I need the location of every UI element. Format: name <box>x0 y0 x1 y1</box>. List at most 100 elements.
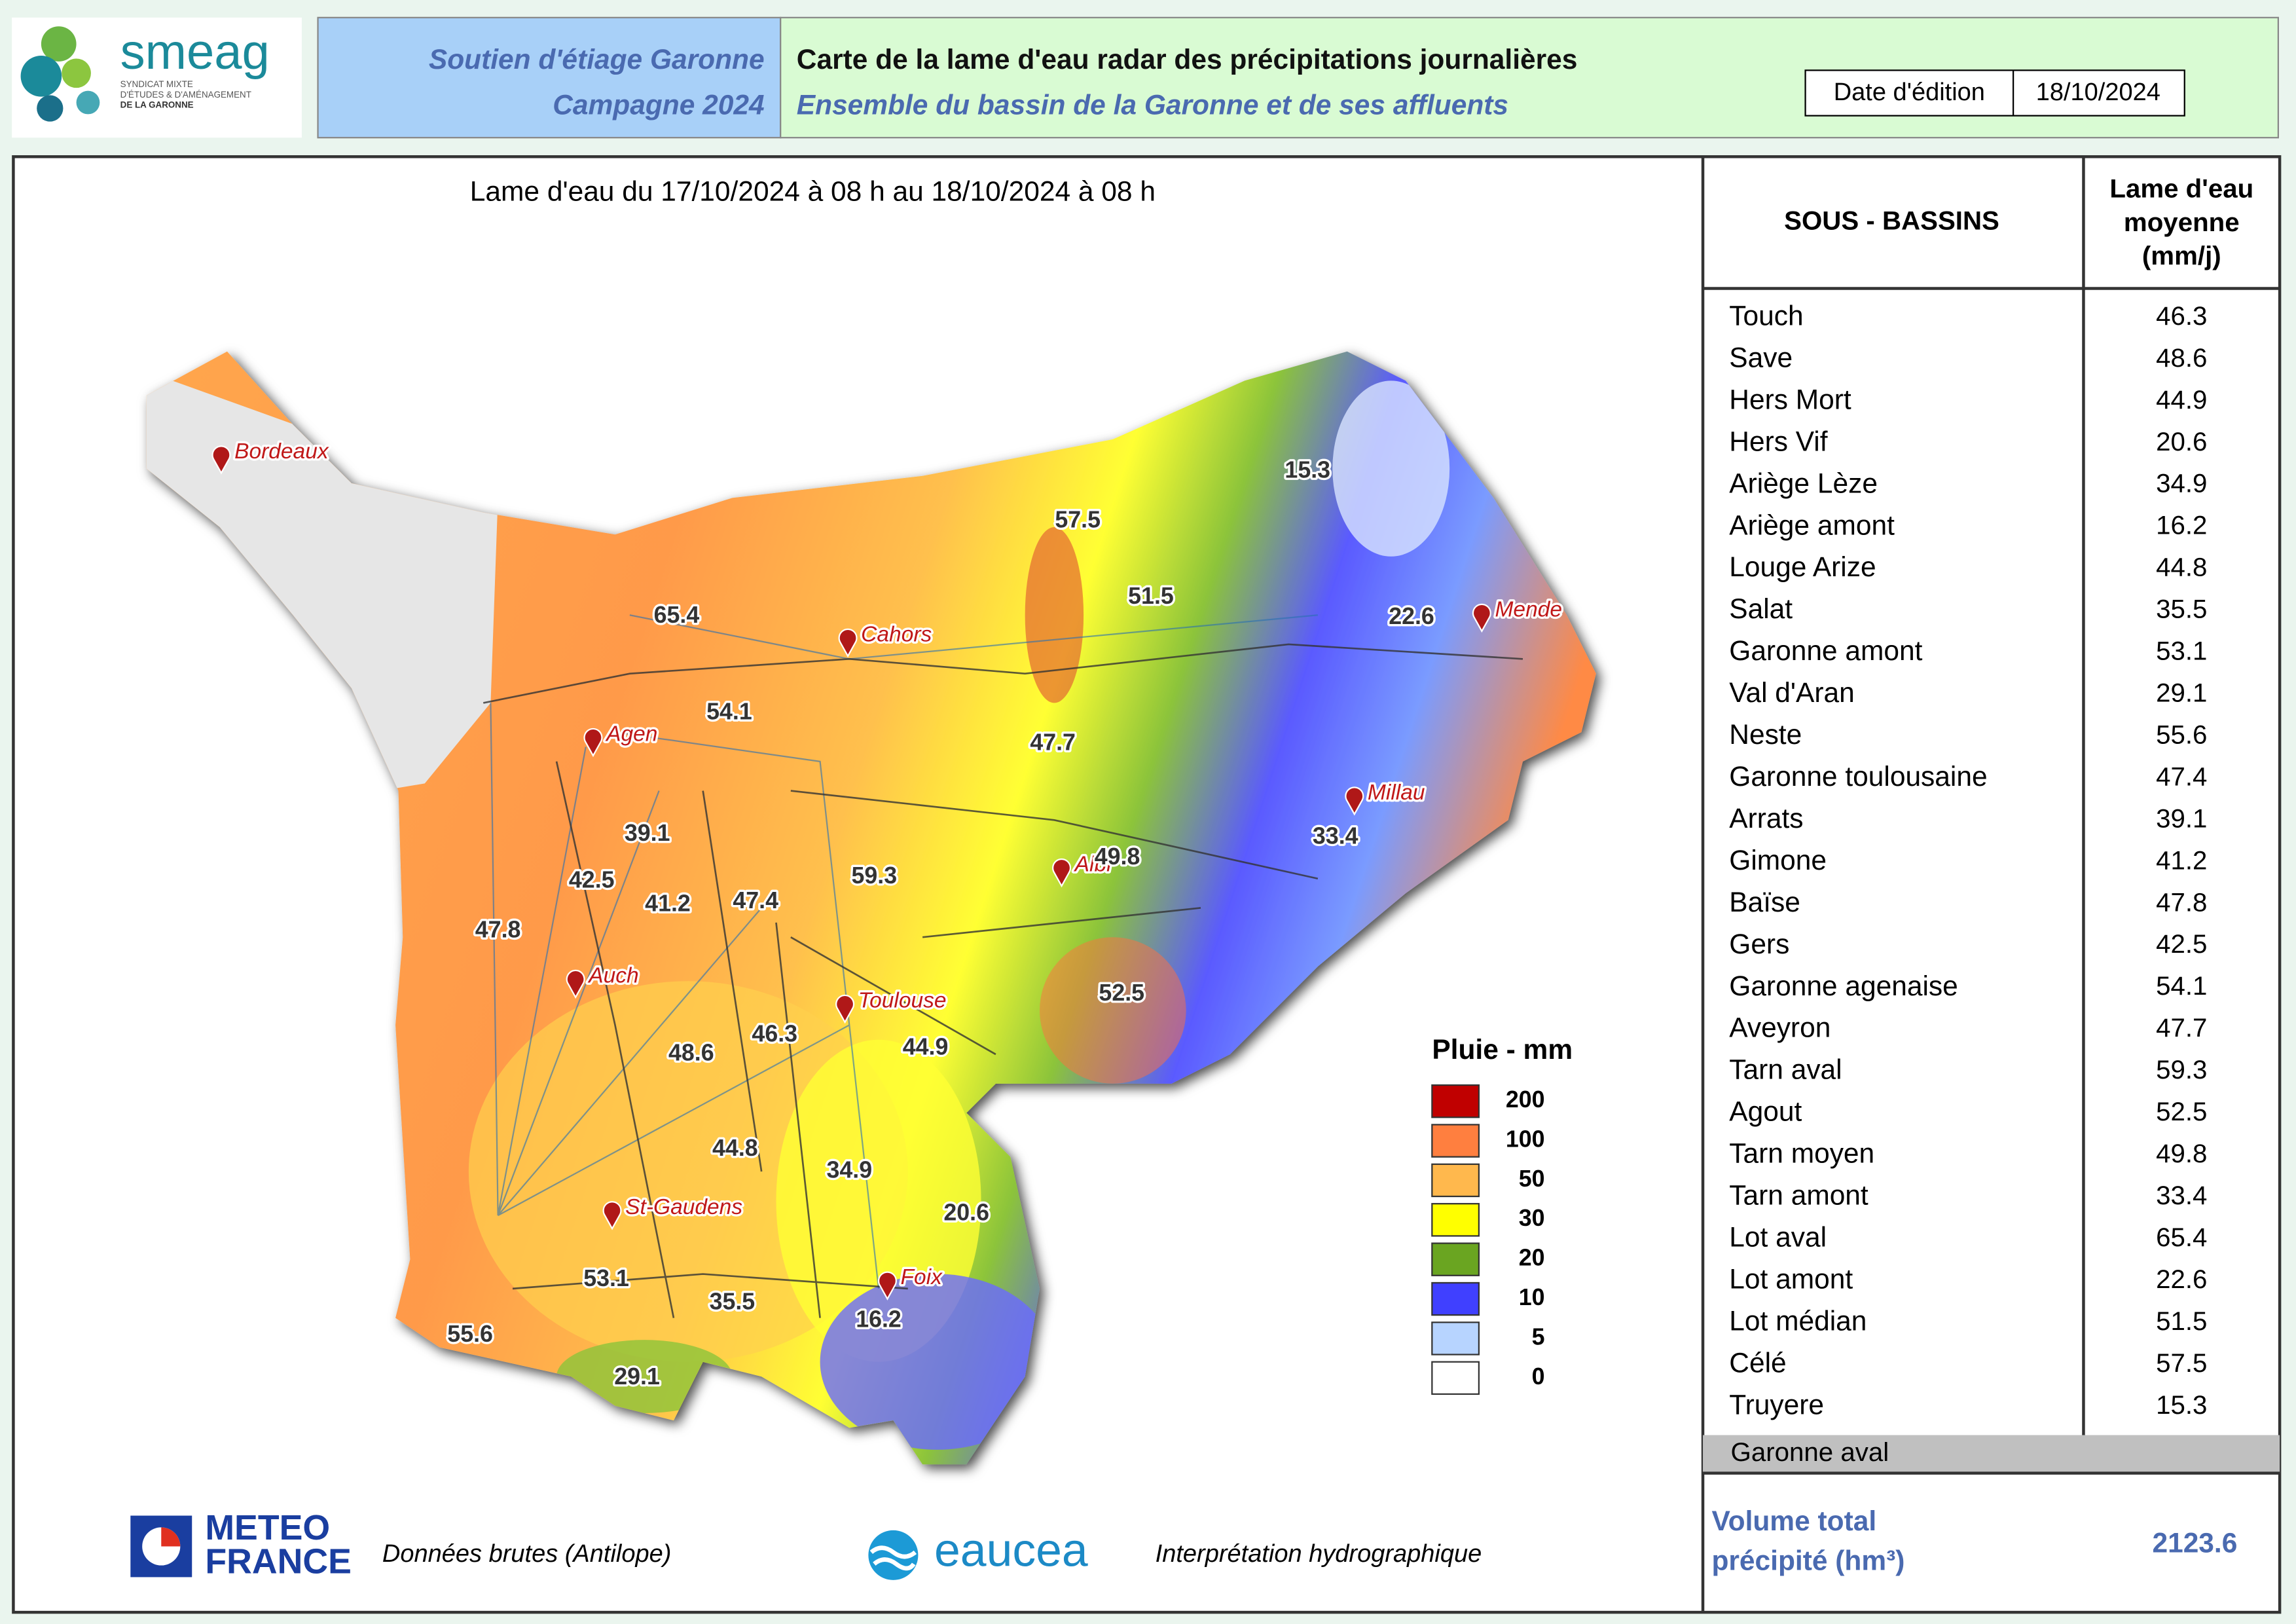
row-value: 51.5 <box>2156 1306 2207 1336</box>
map-values: 15.3 57.5 51.5 65.4 22.6 54.1 47.7 39.1 49.8 33.4… <box>445 454 1436 1392</box>
legend-label: 0 <box>1532 1363 1545 1390</box>
program-text: Campagne 2024 <box>553 90 764 120</box>
city-name: Foix <box>901 1265 943 1289</box>
row-name: Neste <box>1729 720 1802 750</box>
row-value: 15.3 <box>2156 1390 2207 1420</box>
meteo-caption: Données brutes (Antilope) <box>382 1540 671 1568</box>
map-value: 54.1 <box>706 699 752 725</box>
date-box <box>1804 69 2185 117</box>
header-title: Carte de la lame d'eau radar des précipi… <box>797 45 1578 75</box>
map-value: 55.6 <box>447 1321 493 1347</box>
row-value: 53.1 <box>2156 637 2207 666</box>
total-value: 2123.6 <box>2152 1528 2237 1559</box>
row-value: 65.4 <box>2156 1223 2207 1252</box>
row-name: Agout <box>1729 1097 1802 1128</box>
table-header: (mm/j) <box>2142 241 2221 270</box>
row-name: Tarn amont <box>1729 1181 1868 1211</box>
city-pin <box>877 1271 897 1301</box>
row-name: Lot amont <box>1729 1264 1853 1295</box>
row-name: Louge Arize <box>1729 552 1876 583</box>
row-value: 16.2 <box>2156 511 2207 540</box>
map-value: 15.3 <box>1285 457 1330 483</box>
map-value: 44.9 <box>903 1034 949 1060</box>
city-name: Agen <box>605 722 657 746</box>
row-value: 42.5 <box>2156 929 2207 959</box>
row-value: 48.6 <box>2156 343 2207 373</box>
map-value: 42.5 <box>569 867 615 893</box>
city-name: Toulouse <box>858 988 947 1012</box>
legend-label: 30 <box>1519 1205 1545 1231</box>
date-value: 18/10/2024 <box>2036 79 2160 106</box>
map-value: 16.2 <box>856 1306 902 1333</box>
city-name: Albi <box>1074 852 1112 876</box>
row-name: Aveyron <box>1729 1013 1831 1044</box>
map-value: 20.6 <box>943 1199 989 1225</box>
program-box <box>317 16 782 139</box>
map-value: 51.5 <box>1128 583 1174 609</box>
cities: Bordeaux Cahors Mende Agen Millau Albi Auch Tou… <box>211 437 1564 1301</box>
row-name: Garonne toulousaine <box>1729 762 1987 792</box>
row-name: Lot aval <box>1729 1223 1827 1253</box>
map-value: 52.5 <box>1099 980 1144 1006</box>
map-value: 22.6 <box>1389 603 1434 629</box>
map-value: 47.7 <box>1030 729 1076 755</box>
map-value: 53.1 <box>583 1265 629 1291</box>
city-pin <box>1052 858 1072 888</box>
legend-label: 200 <box>1506 1086 1545 1113</box>
row-value: 44.8 <box>2156 553 2207 582</box>
legend-swatch <box>1431 1242 1480 1276</box>
city-pin <box>566 969 585 999</box>
table-header: Lame d'eau <box>2109 174 2253 203</box>
map-value: 49.8 <box>1095 843 1140 870</box>
city-pin <box>602 1201 622 1230</box>
row-value: 34.9 <box>2156 469 2207 498</box>
row-name: Garonne amont <box>1729 636 1922 667</box>
row-value: 47.4 <box>2156 762 2207 791</box>
logo-line: D'ÉTUDES & D'AMÉNAGEMENT <box>120 90 251 100</box>
row-value: 22.6 <box>2156 1264 2207 1294</box>
map-value: 65.4 <box>654 602 700 628</box>
row-value: 54.1 <box>2156 971 2207 1001</box>
row-name: Ariège Lèze <box>1729 468 1878 499</box>
row-value: 46.3 <box>2156 301 2207 331</box>
map-value: 44.8 <box>712 1135 758 1161</box>
city-name: Millau <box>1368 781 1425 805</box>
legend-label: 50 <box>1519 1166 1545 1192</box>
table-header: moyenne <box>2124 208 2240 237</box>
city-pin <box>838 628 858 658</box>
logo-mark <box>20 26 100 122</box>
row-name: Hers Vif <box>1729 426 1827 457</box>
map-value: 35.5 <box>710 1289 756 1315</box>
shaded-row-label: Garonne aval <box>1731 1437 1889 1467</box>
legend-label: 5 <box>1532 1323 1545 1350</box>
legend-swatch <box>1431 1203 1480 1237</box>
table-header: SOUS - BASSINS <box>1784 206 1999 236</box>
row-name: Save <box>1729 342 1793 373</box>
program-text: Soutien d'étiage Garonne <box>429 45 765 75</box>
row-name: Tarn moyen <box>1729 1139 1874 1170</box>
map-value: 41.2 <box>645 890 691 916</box>
row-name: Célé <box>1729 1348 1786 1378</box>
map-value: 34.9 <box>826 1156 872 1183</box>
row-name: Touch <box>1729 301 1803 331</box>
row-name: Tarn aval <box>1729 1055 1842 1086</box>
row-value: 39.1 <box>2156 803 2207 833</box>
map-value: 39.1 <box>625 820 670 846</box>
row-value: 33.4 <box>2156 1181 2207 1210</box>
city-name: Cahors <box>861 622 932 646</box>
row-value: 47.7 <box>2156 1013 2207 1043</box>
row-value: 47.8 <box>2156 887 2207 917</box>
row-value: 41.2 <box>2156 845 2207 875</box>
map-value: 47.8 <box>475 917 521 943</box>
city-name: Mende <box>1495 597 1562 621</box>
shaded-row <box>1703 1435 2280 1473</box>
city-pin <box>835 994 855 1024</box>
date-label: Date d'édition <box>1834 79 1985 106</box>
row-name: Arrats <box>1729 803 1803 834</box>
total-label: précipité (hm³) <box>1711 1545 1904 1576</box>
city-name: Bordeaux <box>234 439 329 464</box>
legend-title: Pluie - mm <box>1432 1035 1573 1065</box>
city-pin <box>583 728 603 758</box>
